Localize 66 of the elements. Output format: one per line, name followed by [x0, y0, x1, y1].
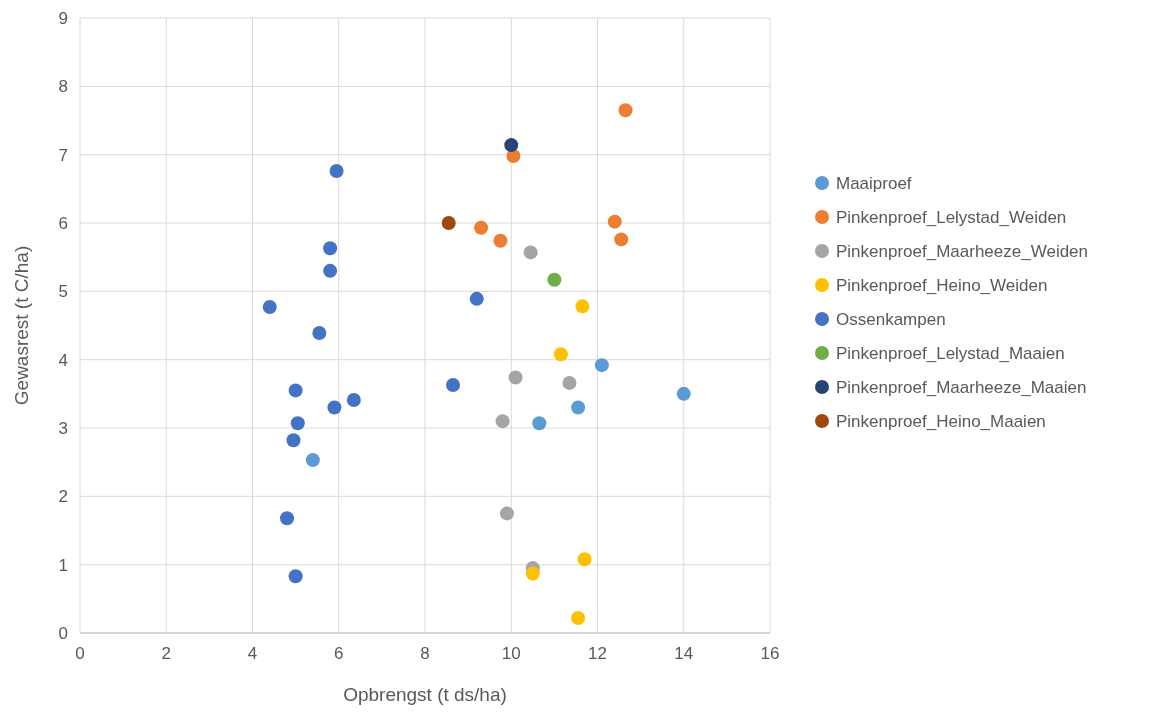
point [504, 138, 519, 153]
x-tick-label: 14 [674, 644, 694, 663]
x-tick-label: 10 [501, 644, 521, 663]
point [446, 377, 461, 392]
y-tick-label: 6 [58, 214, 68, 233]
y-axis-title: Gewasrest (t C/ha) [11, 245, 32, 406]
y-tick-label: 9 [58, 9, 68, 28]
point [280, 511, 294, 526]
y-tick-label: 1 [58, 555, 68, 575]
point [262, 300, 277, 315]
point [676, 386, 691, 401]
point [547, 272, 562, 287]
x-axis-title: Opbrengst (t ds/ha) [343, 684, 507, 705]
legend-label: Pinkenproef_Maarheeze_Weiden [836, 242, 1089, 261]
x-tick-label: 12 [588, 644, 607, 663]
y-tick-label: 0 [58, 624, 68, 643]
point [474, 220, 489, 235]
x-tick-label: 16 [760, 644, 780, 663]
y-tick-label: 2 [58, 487, 68, 507]
point [499, 506, 514, 521]
point [290, 416, 305, 431]
point [323, 241, 338, 256]
legend-label: Pinkenproef_Heino_Weiden [836, 276, 1048, 295]
y-tick-label: 8 [58, 77, 68, 97]
y-tick-label: 5 [58, 282, 68, 302]
point [508, 370, 523, 385]
point [323, 263, 338, 278]
legend-label: Pinkenproef_Lelystad_Maaien [836, 344, 1065, 363]
legend-label: Maaiproef [836, 174, 912, 193]
point [327, 400, 342, 415]
point [288, 569, 303, 584]
x-tick-label: 4 [247, 644, 258, 663]
legend-label: Ossenkampen [836, 310, 946, 329]
point [571, 610, 586, 625]
legend-label: Pinkenproef_Lelystad_Weiden [836, 208, 1067, 227]
point [305, 453, 320, 468]
x-tick-label: 0 [75, 644, 85, 663]
point [571, 400, 586, 415]
point [562, 375, 577, 390]
point [577, 552, 592, 567]
point [532, 416, 547, 431]
point [441, 216, 456, 230]
y-tick-label: 3 [58, 419, 68, 438]
point [346, 392, 361, 407]
point [288, 383, 303, 398]
point [525, 566, 540, 581]
point [329, 164, 344, 179]
legend-label: Pinkenproef_Heino_Maaien [836, 412, 1046, 431]
point [614, 232, 629, 247]
y-tick-label: 7 [58, 145, 68, 165]
legend-label: Pinkenproef_Maarheeze_Maaien [836, 378, 1087, 397]
point [286, 433, 301, 448]
point [575, 299, 590, 314]
x-tick-label: 8 [420, 644, 430, 663]
point [493, 233, 508, 248]
y-tick-label: 4 [58, 350, 68, 370]
point [469, 291, 484, 306]
point [607, 214, 622, 229]
point [594, 358, 609, 373]
point [523, 245, 538, 260]
x-tick-label: 6 [334, 644, 344, 663]
point [495, 414, 510, 429]
x-tick-label: 2 [161, 644, 171, 663]
point [553, 347, 568, 362]
point [312, 326, 327, 341]
point [618, 103, 633, 118]
